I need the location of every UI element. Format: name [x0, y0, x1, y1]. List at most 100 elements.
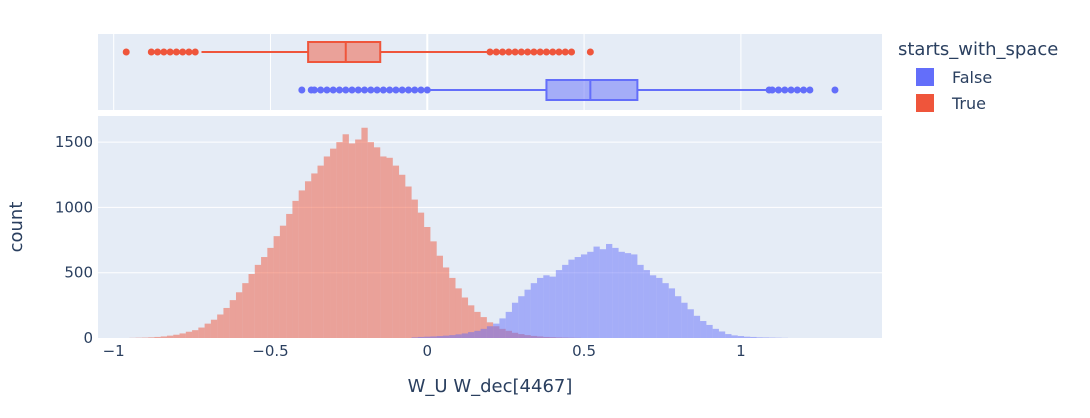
y-tick-label-0: 0 — [83, 329, 93, 347]
bar-true-9 — [185, 331, 193, 338]
bar-true-4 — [154, 336, 161, 338]
outlier-false-26 — [793, 86, 801, 94]
bar-true-16 — [229, 300, 236, 338]
outlier-false-11 — [379, 86, 387, 94]
bar-false-55 — [756, 337, 763, 338]
bar-false-37 — [643, 270, 650, 338]
bar-true-48 — [430, 241, 437, 338]
bar-true-43 — [399, 174, 406, 338]
bar-true-20 — [254, 264, 262, 338]
bar-false-0 — [411, 337, 418, 338]
outlier-false-1 — [317, 86, 325, 94]
series-false-bars — [411, 243, 788, 338]
bar-false-13 — [493, 323, 500, 338]
outlier-false-25 — [787, 86, 795, 94]
outlier-false-5 — [342, 86, 350, 94]
legend-title: starts_with_space — [898, 39, 1058, 60]
bar-true-38 — [367, 142, 374, 338]
bar-false-19 — [530, 283, 538, 338]
outlier-true-6 — [179, 48, 187, 56]
bar-false-18 — [524, 289, 531, 338]
legend-label-false: False — [952, 68, 992, 87]
x-tick-label-2: 0 — [423, 342, 433, 360]
bar-true-31 — [323, 156, 331, 338]
x-tick-label-4: 1 — [736, 342, 746, 360]
outlier-true-14 — [517, 48, 525, 56]
outlier-true-5 — [172, 48, 180, 56]
bar-false-29 — [593, 246, 600, 338]
bar-true-32 — [330, 148, 337, 338]
outlier-false-6 — [348, 86, 356, 94]
outlier-false-4 — [335, 86, 343, 94]
bar-false-40 — [662, 283, 669, 338]
bar-false-25 — [568, 259, 575, 338]
bar-false-26 — [574, 257, 581, 338]
bar-false-28 — [587, 251, 594, 338]
bar-false-32 — [612, 247, 619, 338]
y-tick-label-3: 1500 — [55, 133, 93, 151]
x-tick-label-3: 0.5 — [572, 342, 596, 360]
bar-true-46 — [417, 212, 425, 338]
outlier-true-20 — [555, 48, 563, 56]
bar-false-48 — [712, 328, 719, 338]
bar-false-30 — [599, 249, 607, 338]
box-true — [307, 41, 382, 63]
bar-true-11 — [198, 327, 205, 338]
outlier-false-10 — [373, 86, 381, 94]
bar-false-6 — [449, 335, 456, 338]
bar-true-3 — [148, 337, 155, 338]
outlier-true-3 — [160, 48, 168, 56]
bar-true-14 — [217, 314, 224, 338]
bar-false-47 — [706, 324, 713, 338]
outlier-true-8 — [191, 48, 199, 56]
outlier-false-16 — [411, 86, 419, 94]
outlier-false-2 — [323, 86, 331, 94]
bar-true-7 — [173, 334, 180, 338]
outlier-true-23 — [586, 48, 594, 56]
bar-false-5 — [442, 335, 450, 338]
bar-true-22 — [267, 247, 274, 338]
bar-false-14 — [499, 318, 506, 338]
bar-false-20 — [537, 277, 544, 338]
bar-true-15 — [223, 307, 230, 338]
bar-true-50 — [442, 267, 450, 338]
outlier-false-18 — [423, 86, 431, 94]
bar-false-38 — [649, 275, 657, 338]
bar-true-26 — [292, 200, 299, 338]
bar-true-53 — [461, 297, 469, 338]
outlier-false-3 — [329, 86, 337, 94]
bar-true-10 — [192, 330, 199, 338]
bar-true-54 — [468, 305, 475, 338]
bar-true-30 — [317, 165, 324, 338]
axis-ticks: −1 −0.5 0 0.5 1 0 500 1000 1500 — [55, 133, 746, 360]
bar-true-56 — [480, 317, 487, 338]
outlier-false-14 — [398, 86, 406, 94]
outlier-true-15 — [524, 48, 532, 56]
outlier-true-21 — [561, 48, 569, 56]
outlier-true-22 — [568, 48, 576, 56]
bar-false-17 — [518, 296, 525, 338]
outlier-true-13 — [511, 48, 519, 56]
outlier-false-29 — [831, 86, 839, 94]
bar-false-12 — [486, 326, 494, 338]
legend-label-true: True — [951, 94, 986, 113]
bar-true-19 — [248, 274, 255, 338]
bar-true-21 — [261, 257, 268, 338]
bar-true-36 — [355, 139, 362, 338]
outlier-false-28 — [806, 86, 814, 94]
bar-true-40 — [380, 156, 387, 338]
outlier-true-11 — [499, 48, 507, 56]
bar-true-35 — [348, 143, 356, 338]
bar-true-55 — [474, 311, 481, 338]
legend: starts_with_space False True — [898, 39, 1058, 113]
outlier-false-9 — [367, 86, 375, 94]
bar-true-27 — [298, 190, 305, 338]
bar-true-41 — [386, 157, 393, 338]
bar-false-56 — [762, 337, 770, 338]
bar-true-29 — [311, 173, 318, 338]
bar-true-39 — [373, 147, 381, 338]
bar-false-21 — [543, 275, 550, 338]
y-axis-title: count — [6, 202, 27, 253]
box-plot-background — [98, 34, 882, 110]
bar-false-2 — [424, 336, 431, 338]
